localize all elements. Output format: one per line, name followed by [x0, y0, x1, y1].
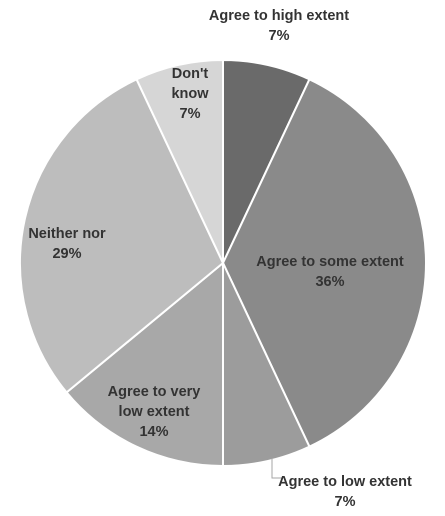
slice-value-label: 7% [269, 28, 290, 44]
slice-label-4: Neither nor 29% [28, 226, 106, 262]
slice-name-label: Neither nor [28, 226, 106, 242]
slice-name-label: Don't [172, 66, 209, 82]
slice-name-label: low extent [119, 404, 190, 420]
pie-slice-5 [135, 58, 224, 264]
leader-line-2 [271, 458, 282, 479]
slice-value-label: 7% [335, 494, 356, 510]
slice-value-label: 7% [180, 106, 201, 122]
slice-value-label: 14% [139, 424, 168, 440]
slice-labels: Agree to high extent 7% Agree to some exte… [28, 8, 412, 510]
slice-name-label: Agree to some extent [256, 254, 404, 270]
slice-value-label: 29% [52, 246, 81, 262]
slice-name-label: Agree to very [108, 384, 201, 400]
slice-label-5: Don't know 7% [171, 66, 209, 122]
slice-label-2: Agree to low extent 7% [278, 474, 412, 510]
slice-label-3: Agree to very low extent 14% [108, 384, 201, 440]
slice-label-0: Agree to high extent 7% [209, 8, 349, 44]
pie-slice-4 [19, 77, 225, 394]
slice-name-label: know [171, 86, 209, 102]
slice-name-label: Agree to high extent [209, 8, 349, 24]
pie-slices [19, 58, 427, 468]
slice-label-1: Agree to some extent 36% [256, 254, 404, 290]
pie-slice-1 [221, 77, 427, 449]
leader-lines [271, 458, 282, 479]
slice-name-label: Agree to low extent [278, 474, 412, 490]
pie-slice-3 [65, 260, 224, 468]
slice-value-label: 36% [315, 274, 344, 290]
